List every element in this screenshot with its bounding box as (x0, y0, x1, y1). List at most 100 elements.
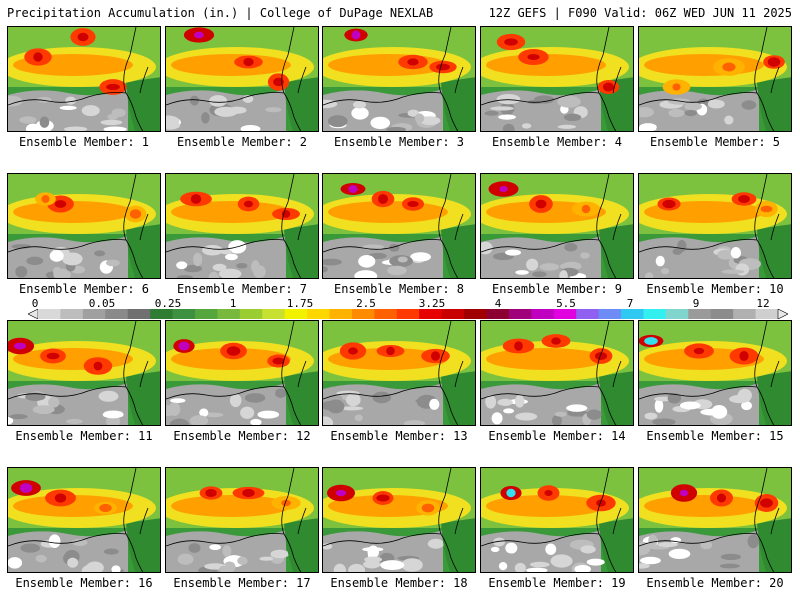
colorbar-swatch (508, 309, 532, 319)
colorbar-tick-label: 0.05 (88, 297, 116, 310)
ensemble-panel (165, 320, 319, 426)
ensemble-panel (165, 26, 319, 132)
ensemble-panel (165, 467, 319, 573)
precip-map-7 (166, 174, 318, 278)
ensemble-panel (480, 173, 634, 279)
ensemble-member-label: Ensemble Member: 7 (176, 282, 308, 296)
colorbar-tick-label: 1.75 (286, 297, 314, 310)
ensemble-member-label: Ensemble Member: 12 (173, 429, 311, 443)
colorbar-swatch (307, 309, 331, 319)
precip-map-11 (8, 321, 160, 425)
precip-map-16 (8, 468, 160, 572)
ensemble-member-label: Ensemble Member: 18 (330, 576, 468, 590)
colorbar-swatch (665, 309, 689, 319)
colorbar-swatch (733, 309, 757, 319)
ensemble-panel (638, 467, 792, 573)
colorbar-swatch (464, 309, 487, 319)
ensemble-member-label: Ensemble Member: 4 (491, 135, 623, 149)
precip-map-10 (639, 174, 791, 278)
ensemble-member-label: Ensemble Member: 2 (176, 135, 308, 149)
ensemble-panel (638, 320, 792, 426)
colorbar-tick-label: 0 (31, 297, 39, 310)
colorbar-tick-label: 9 (692, 297, 700, 310)
ensemble-panel (480, 26, 634, 132)
ensemble-panel (638, 26, 792, 132)
colorbar-swatch (262, 309, 286, 319)
colorbar-tick-label: 2.5 (356, 297, 376, 310)
ensemble-member-label: Ensemble Member: 19 (488, 576, 626, 590)
ensemble-panel (322, 467, 476, 573)
colorbar-swatch (172, 309, 196, 319)
ensemble-member-label: Ensemble Member: 9 (491, 282, 623, 296)
ensemble-panel (7, 467, 161, 573)
ensemble-member-label: Ensemble Member: 8 (333, 282, 465, 296)
ensemble-member-label: Ensemble Member: 16 (15, 576, 153, 590)
map-title: Precipitation Accumulation (in.) | Colle… (7, 6, 434, 20)
ensemble-member-label: Ensemble Member: 17 (173, 576, 311, 590)
colorbar-strip (28, 309, 788, 319)
colorbar-min-arrow (28, 309, 39, 319)
precip-map-8 (323, 174, 475, 278)
colorbar-swatch (621, 309, 644, 319)
colorbar-tick-label: 4 (494, 297, 502, 310)
precip-map-18 (323, 468, 475, 572)
ensemble-member-label: Ensemble Member: 5 (649, 135, 781, 149)
ensemble-member-label: Ensemble Member: 11 (15, 429, 153, 443)
colorbar-swatch (531, 309, 555, 319)
colorbar-swatch (755, 309, 779, 319)
precip-map-5 (639, 27, 791, 131)
precip-map-1 (8, 27, 160, 131)
ensemble-member-label: Ensemble Member: 20 (646, 576, 784, 590)
colorbar-tick-label: 0.25 (154, 297, 182, 310)
colorbar-swatch (441, 309, 465, 319)
colorbar-tick-label: 1 (229, 297, 237, 310)
ensemble-member-label: Ensemble Member: 14 (488, 429, 626, 443)
colorbar-tick-label: 7 (626, 297, 634, 310)
colorbar-swatch (239, 309, 263, 319)
precip-map-17 (166, 468, 318, 572)
precip-map-2 (166, 27, 318, 131)
colorbar-swatch (127, 309, 151, 319)
ensemble-panel (165, 173, 319, 279)
colorbar-swatch (351, 309, 375, 319)
precip-map-9 (481, 174, 633, 278)
colorbar-swatch (419, 309, 443, 319)
ensemble-panel (7, 320, 161, 426)
colorbar-swatch (486, 309, 510, 319)
model-run-valid-time: 12Z GEFS | F090 Valid: 06Z WED JUN 11 20… (488, 6, 792, 20)
ensemble-panel (480, 467, 634, 573)
ensemble-panel (480, 320, 634, 426)
colorbar-swatch (598, 309, 622, 319)
precip-map-6 (8, 174, 160, 278)
ensemble-member-label: Ensemble Member: 15 (646, 429, 784, 443)
precip-map-3 (323, 27, 475, 131)
colorbar-swatch (105, 309, 129, 319)
colorbar-tick-label: 5.5 (556, 297, 576, 310)
ensemble-panel (322, 320, 476, 426)
ensemble-panel (322, 26, 476, 132)
colorbar-swatch (194, 309, 218, 319)
ensemble-panel (7, 26, 161, 132)
ensemble-panel (7, 173, 161, 279)
colorbar-swatch (643, 309, 667, 319)
colorbar-swatch (710, 309, 734, 319)
colorbar-swatch (329, 309, 353, 319)
ensemble-member-label: Ensemble Member: 6 (18, 282, 150, 296)
colorbar-swatch (374, 309, 398, 319)
colorbar-swatch (284, 309, 308, 319)
ensemble-member-label: Ensemble Member: 3 (333, 135, 465, 149)
colorbar-tick-label: 3.25 (418, 297, 446, 310)
precip-map-14 (481, 321, 633, 425)
colorbar-swatch (60, 309, 84, 319)
ensemble-panel (322, 173, 476, 279)
ensemble-member-label: Ensemble Member: 10 (646, 282, 784, 296)
precip-map-4 (481, 27, 633, 131)
colorbar-swatch (217, 309, 241, 319)
ensemble-panel (638, 173, 792, 279)
colorbar-swatch (553, 309, 577, 319)
precip-map-13 (323, 321, 475, 425)
colorbar-tick-label: 12 (756, 297, 770, 310)
precip-colorbar: 0 0.05 0.25 1 1.75 2.5 3.25 4 5.5 7 9 12 (28, 297, 788, 319)
colorbar-swatch (396, 309, 420, 319)
precip-map-15 (639, 321, 791, 425)
